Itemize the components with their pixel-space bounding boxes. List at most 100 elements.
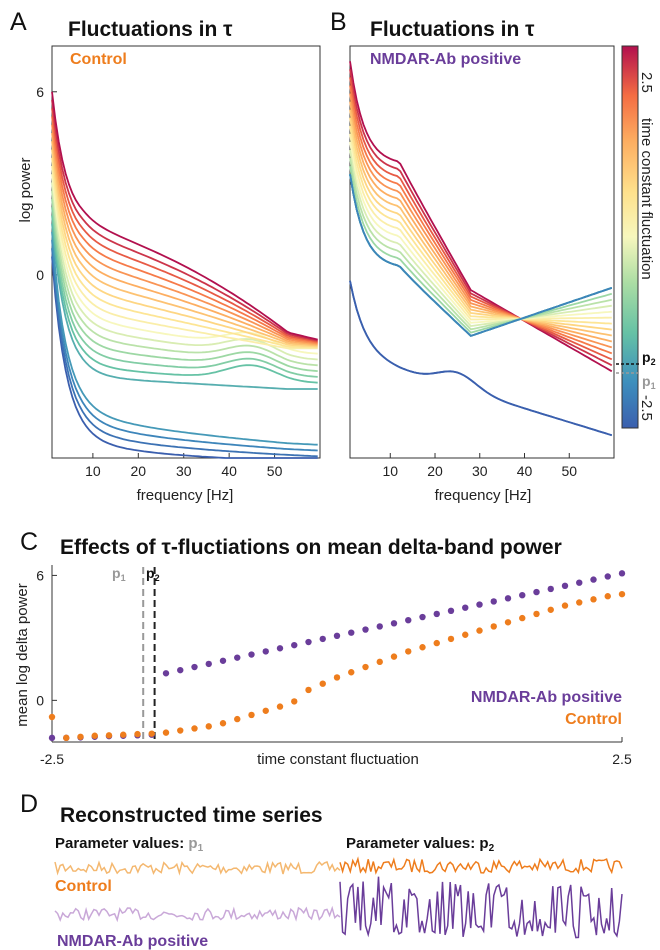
spectrum-curve	[349, 133, 612, 321]
data-point	[604, 593, 611, 600]
data-point	[48, 734, 56, 742]
spectrum-curve	[349, 93, 613, 349]
panel-a-title: Fluctuations in τ	[68, 18, 233, 41]
data-point	[547, 585, 554, 593]
colorbar: 2.5 -2.5 time constant fluctuation p2 p1	[616, 45, 656, 429]
spectrum-curve	[51, 157, 318, 349]
spectrum-curve	[349, 141, 612, 324]
spectrum-curve	[349, 165, 613, 334]
panel-c-legend-control: Control	[565, 711, 622, 728]
data-point	[162, 670, 170, 677]
panel-b-legend-nmdar: NMDAR-Ab positive	[370, 51, 521, 68]
data-point	[533, 610, 540, 618]
panel-c-legend-nmdar: NMDAR-Ab positive	[471, 689, 622, 706]
data-point	[533, 588, 540, 596]
data-point	[390, 653, 398, 660]
panel-a-frame	[51, 45, 321, 459]
x-tick-label: 50	[267, 463, 283, 479]
data-point	[618, 590, 626, 598]
y-tick-label: 6	[36, 84, 44, 100]
panel-a-legend-control: Control	[70, 51, 127, 68]
panel-c: C Effects of τ-fluctiations on mean delt…	[14, 528, 632, 768]
y-tick-label: 0	[36, 692, 44, 708]
panel-d-legend-nmdar: NMDAR-Ab positive	[57, 933, 208, 950]
spectrum-curve	[51, 165, 318, 350]
data-point	[419, 644, 426, 651]
x-tick-label: 30	[472, 463, 488, 479]
colorbar-title: time constant fluctuation	[638, 118, 655, 280]
spectrum-curve	[51, 149, 318, 348]
spectrum-curve	[51, 190, 318, 367]
panel-d-legend-control: Control	[55, 878, 112, 895]
spectrum-curve	[51, 248, 318, 458]
spectrum-curve	[51, 198, 318, 372]
spectrum-curve	[51, 223, 318, 390]
data-point	[262, 707, 269, 714]
data-point	[576, 579, 583, 586]
panel-d-param-p1: Parameter values: p1	[55, 835, 204, 854]
x-tick-label: 10	[85, 463, 101, 479]
data-point	[405, 616, 412, 624]
data-point	[419, 613, 426, 621]
panel-a-axes: 10 20 30 40 50 0 6	[36, 45, 321, 479]
spectrum-curve	[51, 91, 318, 341]
nmdar-p2-trace	[339, 876, 623, 939]
data-point	[48, 713, 56, 721]
panel-c-title: Effects of τ-fluctiations on mean delta-…	[60, 536, 562, 559]
data-point	[504, 619, 512, 626]
data-point	[319, 680, 326, 687]
data-point	[576, 599, 583, 606]
data-point	[376, 623, 383, 630]
spectrum-curve	[51, 215, 318, 384]
control-p2-trace	[339, 856, 623, 875]
colorbar-p2-label: p2	[642, 349, 656, 367]
data-point	[305, 638, 312, 646]
spectrum-curve	[51, 231, 318, 446]
data-point	[348, 629, 355, 636]
spectrum-curve	[349, 117, 612, 331]
colorbar-min-label: -2.5	[638, 395, 655, 421]
panel-c-axes: 0 6 -2.5 2.5	[36, 565, 632, 767]
data-point	[390, 620, 398, 627]
y-tick-label: 0	[36, 267, 44, 283]
panel-a-curves	[51, 91, 318, 459]
y-tick-label: 6	[36, 567, 44, 583]
data-point	[490, 623, 497, 630]
data-point	[433, 610, 440, 618]
data-point	[234, 654, 241, 661]
data-point	[476, 601, 483, 608]
panel-b-title: Fluctuations in τ	[370, 18, 535, 41]
data-point	[305, 686, 312, 694]
spectrum-curve	[51, 116, 318, 344]
spectrum-curve	[349, 85, 613, 355]
panel-letter-b: B	[330, 8, 347, 36]
data-point	[291, 641, 298, 649]
colorbar-gradient	[621, 45, 639, 429]
data-point	[148, 730, 155, 737]
data-point	[219, 720, 227, 727]
spectrum-curve	[349, 125, 612, 325]
spectrum-curve	[349, 149, 612, 328]
data-point	[433, 639, 440, 647]
data-point	[105, 732, 113, 739]
spectrum-curve	[349, 280, 613, 437]
data-point	[177, 666, 184, 674]
spectrum-curve	[349, 157, 612, 331]
data-point	[561, 582, 569, 590]
spectrum-curve	[51, 132, 318, 346]
panel-letter-d: D	[20, 790, 38, 818]
data-point	[333, 632, 341, 639]
spectrum-curve	[51, 124, 318, 345]
colorbar-p1-label: p1	[642, 373, 656, 391]
data-point	[504, 595, 512, 602]
data-point	[291, 698, 298, 705]
spectrum-curve	[349, 101, 613, 343]
data-point	[120, 731, 127, 738]
x-tick-label: 20	[131, 463, 147, 479]
data-point	[561, 602, 569, 609]
spectrum-curve	[51, 207, 318, 378]
data-point	[447, 635, 455, 643]
panel-b-curves	[349, 61, 613, 437]
data-point	[604, 573, 611, 580]
